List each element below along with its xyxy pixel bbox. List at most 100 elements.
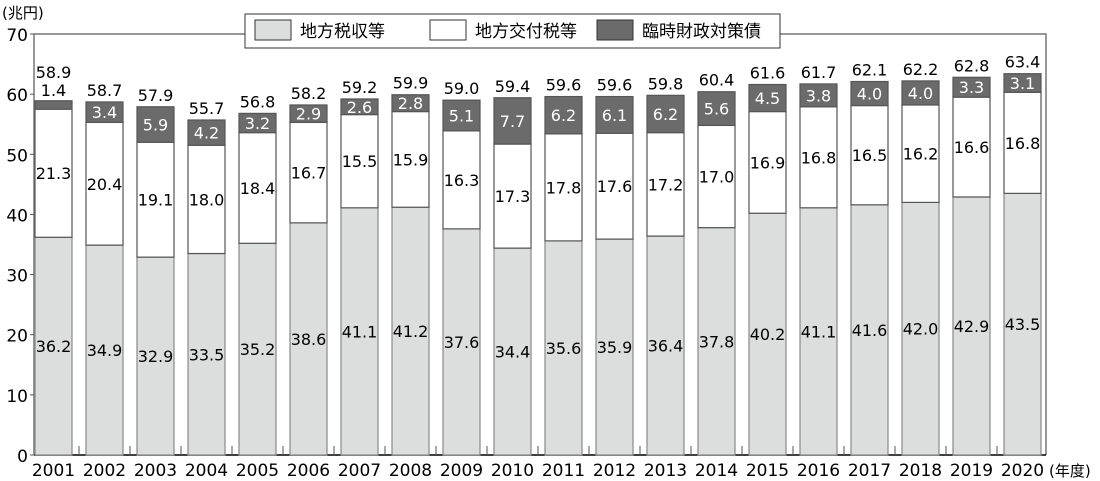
data-label: 35.9 [597,338,633,357]
x-tick-label: 2015 [746,461,789,481]
x-tick-label: 2016 [797,461,840,481]
bar-segment [187,119,226,146]
bar-segment [952,76,991,98]
bar-segment [646,235,685,456]
bar-segment [187,252,226,456]
total-label: 59.9 [393,74,429,93]
bar-segment [85,101,124,124]
x-tick-label: 2005 [236,461,279,481]
data-label: 17.2 [648,175,684,194]
bar-segment [391,110,430,208]
bar-segment [34,108,73,238]
data-label: 16.2 [903,145,939,164]
data-label: 4.0 [857,85,882,104]
legend-box [244,13,781,49]
bar-segment [238,112,277,134]
bar-segment [595,238,634,456]
total-label: 58.7 [87,81,123,100]
data-label: 16.3 [444,171,480,190]
data-label: 41.6 [852,321,888,340]
bar-segment [493,143,532,249]
bar-segment [391,94,430,113]
x-tick-label: 2010 [491,461,534,481]
bar-segment [595,95,634,134]
data-label: 35.2 [240,340,276,359]
bar-segment [697,124,736,229]
data-label: 3.2 [245,114,270,133]
bar-segment [442,228,481,456]
legend: 地方税収等 地方交付税等 臨時財政対策債 [244,13,781,49]
x-tick-label: 2007 [338,461,381,481]
data-label: 34.9 [87,341,123,360]
bar-segment [697,227,736,456]
bar-segment [952,96,991,198]
x-tick-label: 2018 [899,461,942,481]
bar-segment [1003,91,1042,194]
data-label: 34.4 [495,343,531,362]
y-tick-label: 50 [6,146,28,166]
data-label: 16.6 [954,138,990,157]
data-label: 16.9 [750,153,786,172]
data-label: 17.0 [699,168,735,187]
total-label: 62.1 [852,61,888,80]
data-label: 16.8 [801,148,837,167]
y-tick-label: 60 [6,86,28,106]
bar-segment [340,113,379,209]
total-label: 59.6 [597,76,633,95]
data-label: 41.1 [801,322,837,341]
data-label: 33.5 [189,345,225,364]
bar-segment [238,132,277,244]
total-label: 60.4 [699,71,735,90]
data-label: 42.0 [903,320,939,339]
data-label: 4.0 [908,84,933,103]
data-label: 4.2 [194,124,219,143]
data-label: 35.6 [546,339,582,358]
total-label: 59.0 [444,79,480,98]
data-label: 36.2 [36,337,72,356]
data-label: 20.4 [87,175,123,194]
bar-segment [901,80,940,106]
y-axis-label: (兆円) [2,4,44,22]
data-label: 32.9 [138,347,174,366]
total-label: 62.2 [903,60,939,79]
x-tick-label: 2006 [287,461,330,481]
data-label: 6.2 [653,105,678,124]
bar-segment [442,99,481,132]
data-label: 5.6 [704,100,729,119]
plot-frame [33,33,1047,456]
data-label: 41.1 [342,322,378,341]
bar-segment [646,132,685,237]
total-label: 55.7 [189,99,225,118]
legend-item-local-tax: 地方税収等 [254,19,385,42]
bar-segment [697,91,736,127]
legend-label: 地方税収等 [300,22,385,42]
total-label: 56.8 [240,92,276,111]
bar-segment [85,121,124,246]
data-label: 37.8 [699,332,735,351]
data-label: 38.6 [291,330,327,349]
bar-segment [136,106,175,143]
axes: (兆円) (年度) 0 10 20 30 40 50 60 70 2001 2002 2003 200… [2,4,1091,481]
y-tick-label: 10 [6,387,28,407]
x-tick-label: 2017 [848,461,891,481]
data-label: 15.9 [393,150,429,169]
data-label: 17.6 [597,177,633,196]
data-label: 15.5 [342,152,378,171]
data-label: 42.9 [954,317,990,336]
data-label: 21.3 [36,164,72,183]
x-tick-label: 2012 [593,461,636,481]
data-label: 16.8 [1005,134,1041,153]
total-label: 61.6 [750,64,786,83]
total-label: 58.9 [36,63,72,82]
total-label: 61.7 [801,63,837,82]
bar-segment [34,100,73,110]
x-tick-label: 2001 [32,461,75,481]
bar-segment [544,133,583,242]
legend-swatch [429,19,467,41]
data-labels: 36.2 21.3 1.458.9 34.9 20.4 3.4 58.7 32.9 19.1 5.… [36,53,1041,366]
bar-segment [340,98,379,116]
bar-segment [799,207,838,456]
data-label: 2.9 [296,105,321,124]
bar-segment [289,104,328,124]
data-label: 1.4 [41,81,66,100]
